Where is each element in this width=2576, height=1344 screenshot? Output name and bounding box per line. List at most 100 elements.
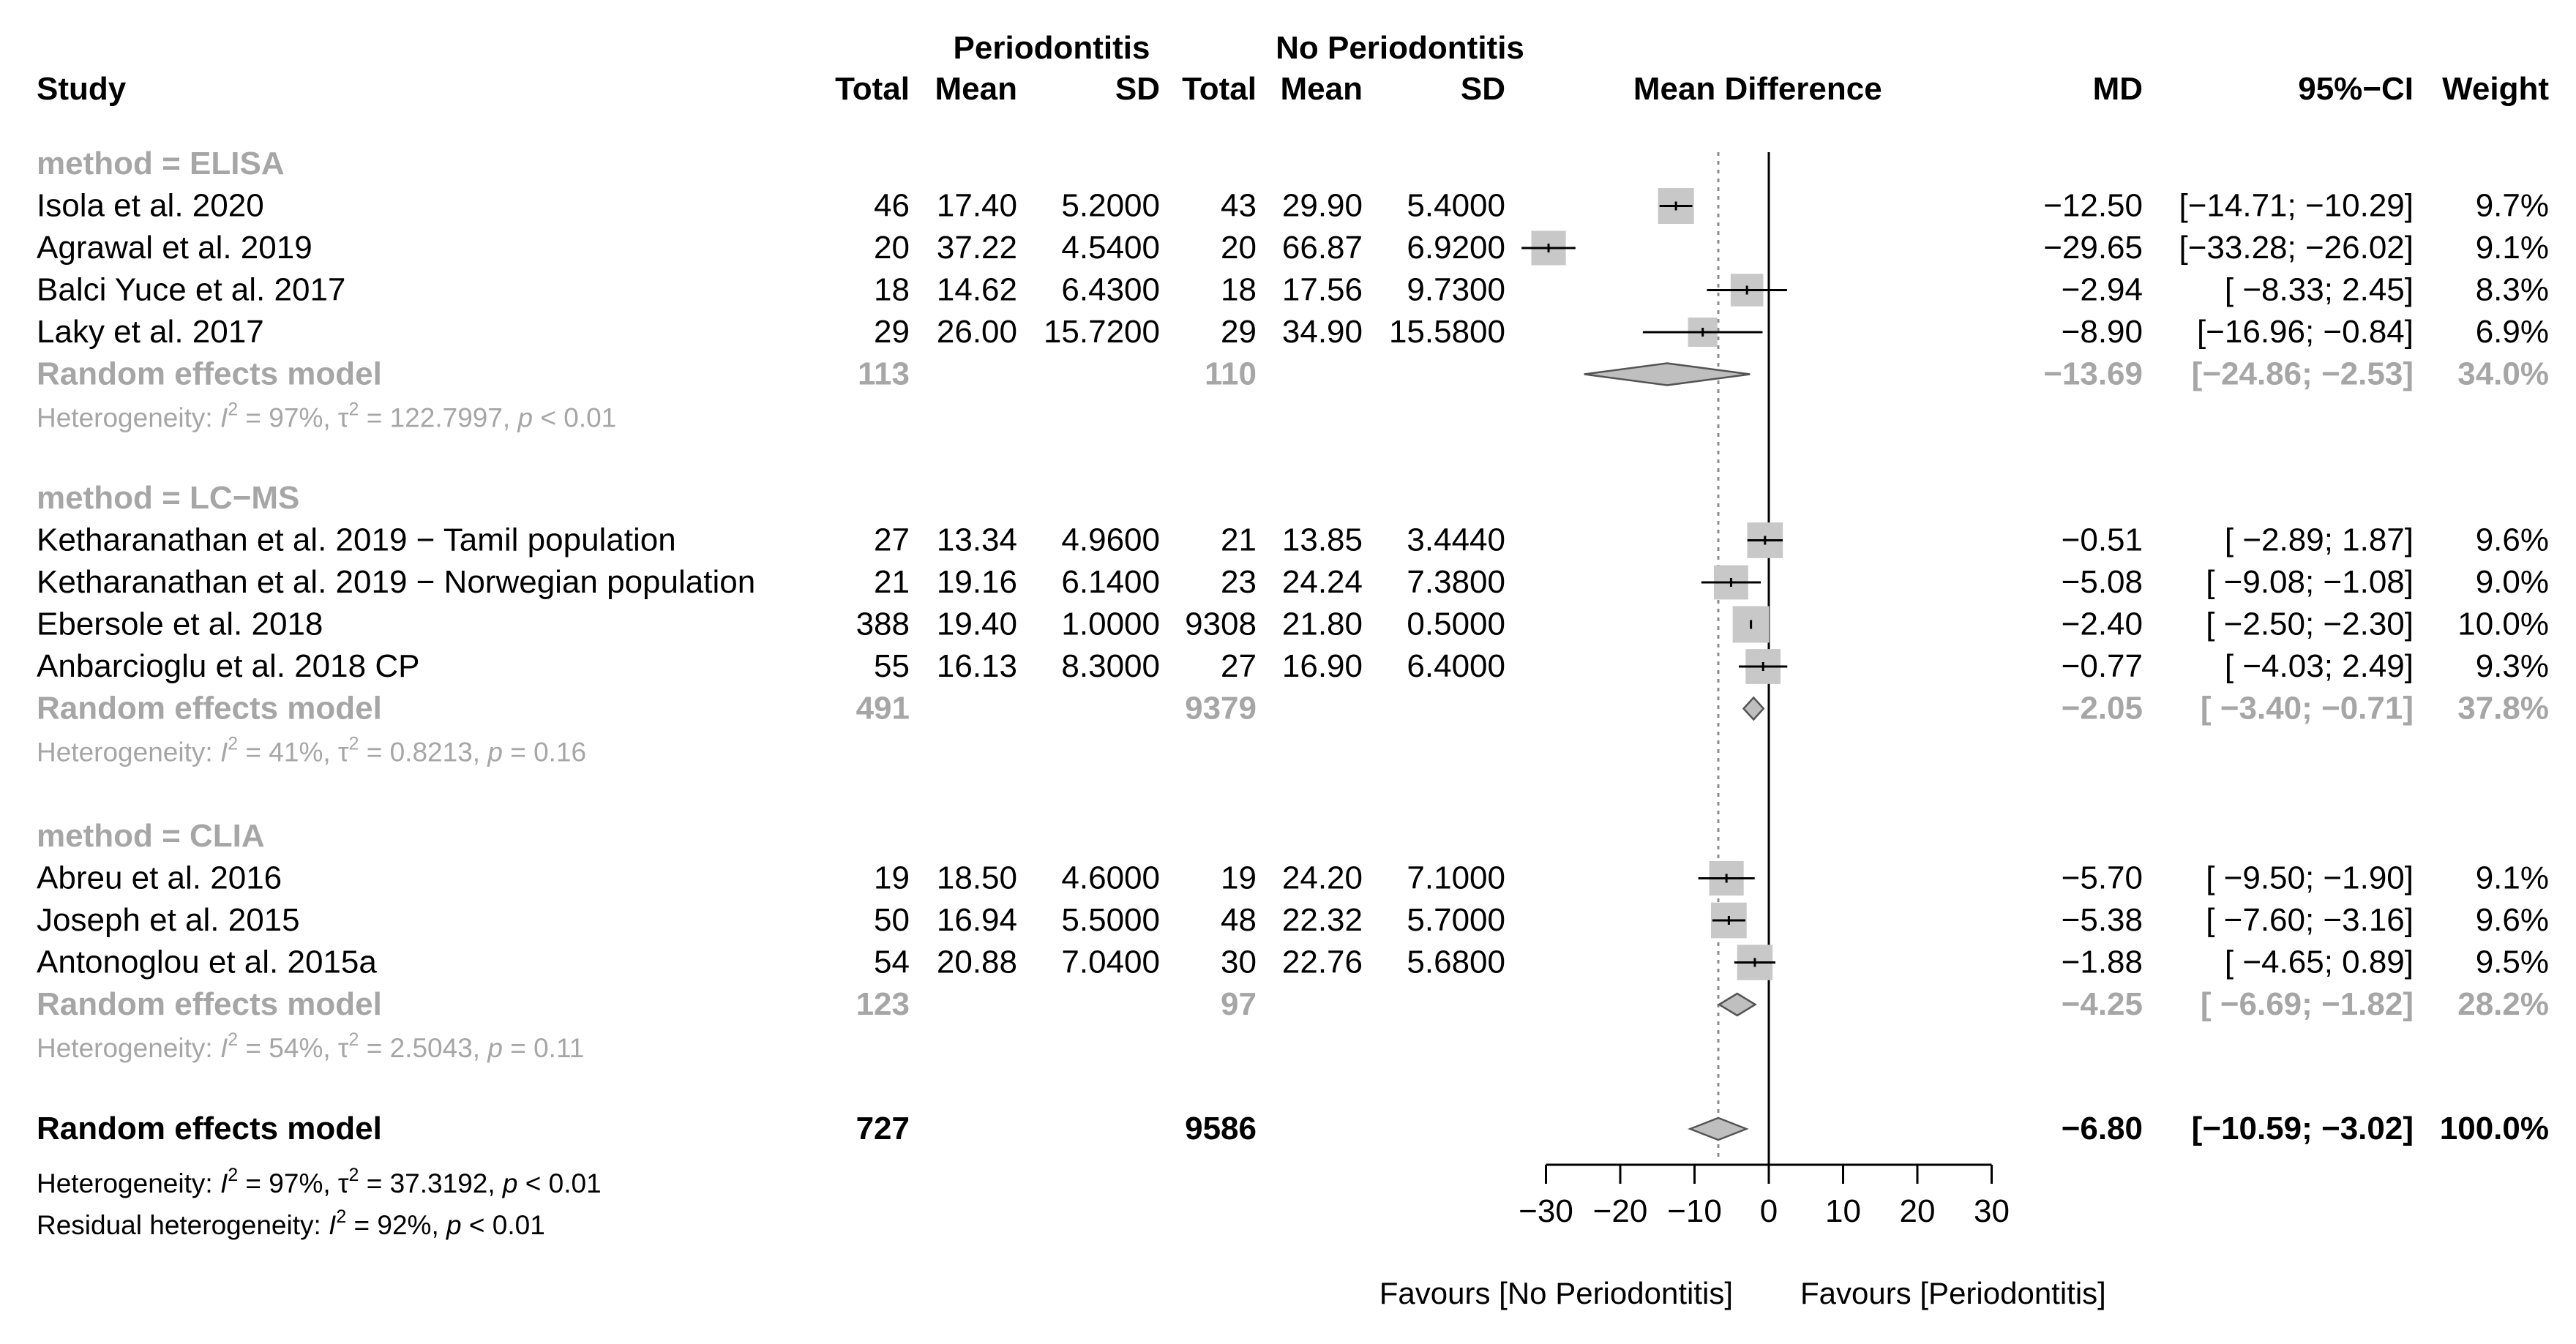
weight-value: 9.7% — [2476, 188, 2549, 224]
mean2-value: 29.90 — [1282, 188, 1363, 224]
subgroup-diamond — [1742, 696, 1765, 721]
mean2-value: 17.56 — [1282, 272, 1363, 308]
overall-model-label: Random effects model — [37, 1111, 382, 1146]
weight-value: 6.9% — [2476, 314, 2549, 350]
p-value: = 0.16 — [503, 737, 586, 767]
study-column-header: Study — [37, 71, 127, 107]
i2-symbol: I — [329, 1210, 336, 1240]
sd2-value: 5.6800 — [1407, 945, 1505, 980]
sd2-value: 7.3800 — [1407, 564, 1505, 600]
ci-value: [ −7.60; −3.16] — [2206, 902, 2414, 938]
tau-symbol: τ — [338, 737, 349, 767]
weight-value: 9.6% — [2476, 522, 2549, 558]
study-name: Joseph et al. 2015 — [37, 902, 300, 938]
tau-symbol: τ — [338, 1168, 349, 1198]
ci-value: [ −2.50; −2.30] — [2206, 607, 2414, 642]
subgroup-total1: 491 — [856, 691, 910, 727]
subgroup-total2: 97 — [1221, 986, 1257, 1022]
mean1-value: 19.40 — [937, 607, 1017, 642]
p-symbol: p — [487, 1033, 503, 1063]
subgroup-diamond — [1584, 362, 1751, 386]
heterogeneity-prefix: Heterogeneity: — [37, 737, 220, 767]
md-value: −8.90 — [2062, 314, 2143, 350]
sd1-value: 4.9600 — [1061, 522, 1160, 558]
mean1-value: 17.40 — [937, 188, 1017, 224]
mean1-value: 26.00 — [937, 314, 1017, 350]
superscript-2: 2 — [228, 1029, 238, 1050]
total2-value: 23 — [1221, 564, 1257, 600]
subgroup-model-label: Random effects model — [37, 691, 382, 727]
subgroup-model-label: Random effects model — [37, 986, 382, 1022]
subgroup-md: −2.05 — [2062, 691, 2143, 727]
md-value: −0.51 — [2062, 522, 2143, 558]
subgroup-weight: 34.0% — [2457, 356, 2549, 392]
total1-value: 18 — [874, 272, 910, 308]
sd1-value: 8.3000 — [1061, 648, 1160, 684]
i2-value: = 97%, — [238, 403, 338, 433]
i2-symbol: I — [220, 403, 228, 433]
superscript-2: 2 — [349, 734, 359, 754]
sd2-value: 6.9200 — [1407, 230, 1505, 266]
ci-value: [ −9.50; −1.90] — [2206, 860, 2414, 896]
overall-heterogeneity: Heterogeneity: I2 = 97%, τ2 = 37.3192, p… — [37, 1165, 602, 1198]
x-tick-label: 10 — [1825, 1193, 1861, 1229]
ci-value: [ −8.33; 2.45] — [2225, 272, 2414, 308]
subgroup-total2: 110 — [1205, 356, 1257, 392]
total1-value: 19 — [874, 860, 910, 896]
group2-header: No Periodontitis — [1276, 30, 1524, 66]
sd1-value: 7.0400 — [1061, 945, 1160, 980]
favours-left-label: Favours [No Periodontitis] — [1379, 1276, 1733, 1310]
favours-right-label: Favours [Periodontitis] — [1800, 1276, 2106, 1310]
study-name: Agrawal et al. 2019 — [37, 230, 312, 266]
mean1-value: 14.62 — [937, 272, 1017, 308]
p-symbol: p — [487, 737, 503, 767]
sd2-value: 3.4440 — [1407, 522, 1505, 558]
md-value: −5.38 — [2062, 902, 2143, 938]
study-name: Ketharanathan et al. 2019 − Tamil popula… — [37, 522, 676, 558]
ci-value: [−33.28; −26.02] — [2179, 230, 2414, 266]
md-value: −12.50 — [2043, 188, 2143, 224]
subgroup-ci: [ −6.69; −1.82] — [2201, 986, 2414, 1022]
x-tick-label: −20 — [1593, 1193, 1648, 1229]
p-symbol: p — [502, 1168, 518, 1198]
superscript-2: 2 — [336, 1206, 346, 1227]
superscript-2: 2 — [228, 399, 238, 420]
x-tick-label: 20 — [1900, 1193, 1936, 1229]
mean1-value: 19.16 — [937, 564, 1017, 600]
subgroup-md: −4.25 — [2062, 986, 2143, 1022]
subgroup-heterogeneity: Heterogeneity: I2 = 54%, τ2 = 2.5043, p … — [37, 1029, 584, 1063]
group1-header: Periodontitis — [954, 30, 1150, 66]
sd2-value: 15.5800 — [1389, 314, 1505, 350]
superscript-2: 2 — [349, 399, 359, 420]
total1-value: 388 — [856, 607, 910, 642]
total2-column-header: Total — [1182, 71, 1257, 107]
study-name: Anbarcioglu et al. 2018 CP — [37, 648, 419, 684]
sd1-value: 5.2000 — [1061, 188, 1160, 224]
i2-value: = 54%, — [238, 1033, 338, 1063]
mean2-value: 21.80 — [1282, 607, 1363, 642]
mean1-column-header: Mean — [935, 71, 1017, 107]
i2-value: = 92%, — [346, 1210, 446, 1240]
p-symbol: p — [446, 1210, 462, 1240]
total2-value: 43 — [1221, 188, 1257, 224]
weight-value: 9.1% — [2476, 230, 2549, 266]
sd1-value: 15.7200 — [1044, 314, 1160, 350]
i2-symbol: I — [220, 737, 228, 767]
p-symbol: p — [517, 403, 533, 433]
overall-ci: [−10.59; −3.02] — [2192, 1111, 2414, 1146]
total1-value: 50 — [874, 902, 910, 938]
heterogeneity-prefix: Residual heterogeneity: — [37, 1210, 329, 1240]
tau-value: = 0.8213, — [359, 737, 487, 767]
subgroup-diamond — [1717, 992, 1757, 1017]
sd1-value: 6.1400 — [1061, 564, 1160, 600]
subgroup-label: method = LC−MS — [37, 480, 299, 516]
total1-value: 55 — [874, 648, 910, 684]
mean2-value: 22.76 — [1282, 945, 1363, 980]
x-tick-label: 30 — [1974, 1193, 2010, 1229]
overall-md: −6.80 — [2062, 1111, 2143, 1146]
mean2-value: 13.85 — [1282, 522, 1363, 558]
heterogeneity-prefix: Heterogeneity: — [37, 403, 220, 433]
p-value: = 0.11 — [503, 1033, 584, 1063]
tau-value: = 2.5043, — [359, 1033, 487, 1063]
subgroup-total1: 113 — [858, 356, 910, 392]
